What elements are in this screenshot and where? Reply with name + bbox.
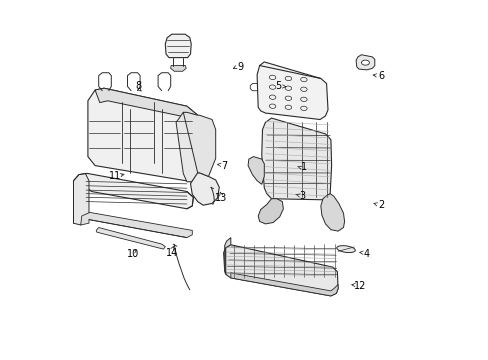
Polygon shape [261,118,331,200]
Text: 14: 14 [165,248,178,258]
Text: 11: 11 [108,171,121,181]
Polygon shape [224,238,230,274]
Polygon shape [258,199,283,224]
Text: 9: 9 [237,62,244,72]
Polygon shape [223,245,337,296]
Polygon shape [230,273,337,296]
Polygon shape [81,212,192,238]
Text: 10: 10 [126,249,139,259]
Text: 12: 12 [353,281,365,291]
Polygon shape [73,174,89,225]
Text: 1: 1 [300,162,306,172]
Text: 6: 6 [377,71,384,81]
Polygon shape [183,112,215,176]
Text: 3: 3 [299,191,305,201]
Polygon shape [190,173,219,205]
Polygon shape [165,34,191,58]
Ellipse shape [336,246,355,253]
Text: 8: 8 [135,81,141,91]
Text: 7: 7 [221,161,227,171]
Polygon shape [355,55,374,70]
Polygon shape [170,66,186,71]
Polygon shape [88,88,199,182]
Ellipse shape [361,60,368,65]
Polygon shape [176,112,199,182]
Text: 5: 5 [275,81,281,91]
Polygon shape [85,174,193,209]
Polygon shape [247,157,264,184]
Text: 4: 4 [363,249,369,259]
Polygon shape [96,228,165,249]
Text: 2: 2 [377,200,384,210]
Text: 13: 13 [215,193,227,203]
Polygon shape [320,194,344,231]
Polygon shape [257,62,327,120]
Polygon shape [95,88,197,118]
